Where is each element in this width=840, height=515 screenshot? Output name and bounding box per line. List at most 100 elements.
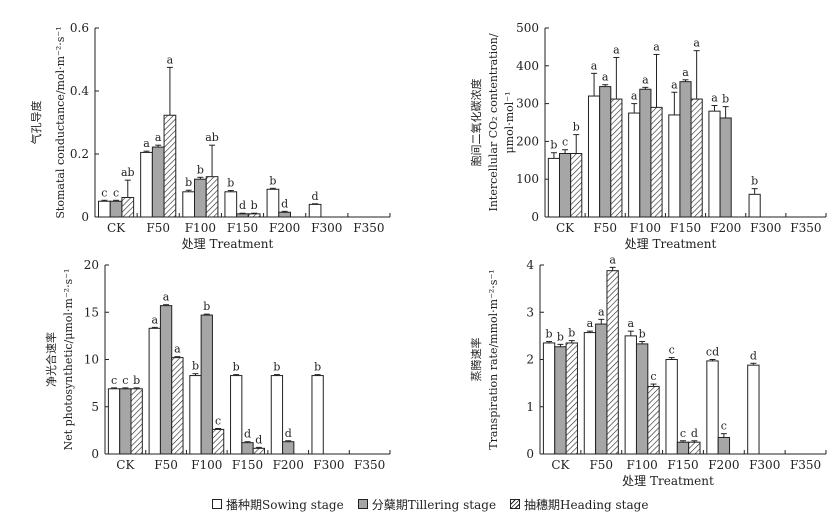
y-tick-label: 4 — [526, 258, 534, 272]
bar-sowing-F150 — [665, 359, 678, 455]
significance-letter: a — [151, 313, 158, 326]
x-axis-label: 处理 Treatment — [622, 474, 714, 488]
x-tick-label: F100 — [185, 221, 216, 235]
significance-letter: a — [587, 317, 594, 330]
y-axis-label-unit: μmol·mol⁻¹ — [503, 91, 516, 153]
significance-letter: c — [111, 374, 117, 387]
bar-tillering-F100 — [194, 178, 207, 218]
significance-letter: a — [174, 343, 181, 356]
legend-swatch-heading — [510, 499, 521, 509]
x-tick-label: F50 — [589, 458, 613, 472]
bar-heading-F100 — [650, 106, 663, 218]
legend-label-sowing: 播种期Sowing stage — [226, 497, 344, 512]
significance-letter: a — [598, 305, 605, 318]
significance-letter: b — [751, 175, 758, 188]
bar-tillering-F50 — [595, 323, 608, 455]
significance-letter: a — [631, 90, 638, 103]
x-tick-label: F100 — [630, 221, 661, 235]
x-tick-label: F350 — [354, 458, 385, 472]
bar-tillering-F50 — [159, 305, 173, 455]
legend-swatch-sowing — [212, 499, 222, 509]
bar-sowing-F50 — [583, 332, 597, 455]
bar-sowing-F300 — [308, 203, 322, 218]
bar-tillering-F150 — [676, 441, 690, 455]
bar-sowing-F150 — [230, 375, 243, 455]
significance-letter: b — [546, 328, 553, 341]
significance-letter: a — [613, 43, 620, 56]
significance-letter: d — [691, 427, 698, 440]
significance-letter: b — [203, 300, 210, 313]
bar-tillering-F200 — [278, 211, 291, 218]
bar-tillering-F50 — [151, 146, 165, 218]
significance-letter: c — [122, 374, 128, 387]
y-axis-label-cn: 气孔导度 — [29, 101, 43, 145]
y-tick-label: 200 — [516, 134, 539, 148]
x-tick-label: F150 — [227, 221, 258, 235]
y-tick-label: 100 — [516, 172, 539, 186]
y-tick-label: 3 — [526, 305, 534, 319]
bar-sowing-F200 — [708, 110, 721, 218]
significance-letter: b — [192, 360, 199, 373]
x-tick-label: F200 — [708, 458, 739, 472]
significance-letter: c — [721, 420, 727, 433]
bar-heading-CK — [121, 196, 135, 218]
significance-letter: a — [628, 317, 635, 330]
significance-letter: c — [101, 186, 107, 199]
x-axis-label: 处理 Treatment — [625, 237, 717, 251]
bar-tillering-F150 — [236, 213, 249, 218]
x-tick-label: F100 — [191, 458, 222, 472]
y-axis-label-en: Stomatal conductance/mol·m⁻²·s⁻¹ — [54, 26, 67, 218]
x-tick-label: F300 — [313, 458, 344, 472]
bar-sowing-CK — [542, 342, 556, 455]
y-axis-label-cn: 净光合速率 — [44, 332, 58, 387]
significance-letter: d — [255, 433, 262, 446]
y-tick-label: 10 — [84, 353, 99, 367]
significance-letter: a — [682, 66, 689, 79]
bar-tillering-F100 — [635, 343, 649, 455]
legend-label-heading: 抽穗期Heading stage — [524, 497, 649, 512]
significance-letter: a — [642, 73, 649, 86]
y-tick-label: 1 — [526, 400, 534, 414]
y-tick-label: 0.4 — [70, 84, 89, 98]
x-tick-label: CK — [116, 458, 135, 472]
x-tick-label: F300 — [750, 221, 781, 235]
x-tick-label: F300 — [311, 221, 342, 235]
x-tick-label: F200 — [273, 458, 304, 472]
bar-sowing-F300 — [748, 193, 761, 218]
y-axis-label-en: Intercellular CO₂ contentration/ — [487, 33, 500, 211]
y-axis-label-en: Transpiration rate/mmol·m⁻²·s⁻¹ — [487, 269, 500, 449]
bar-heading-F150 — [252, 447, 265, 455]
significance-letter: ab — [121, 166, 135, 179]
x-tick-label: F200 — [269, 221, 300, 235]
significance-letter: b — [639, 328, 646, 341]
y-tick-label: 500 — [516, 21, 539, 35]
significance-letter: b — [557, 330, 564, 343]
bar-sowing-F100 — [189, 375, 202, 455]
legend-item-sowing: 播种期Sowing stage — [212, 496, 344, 513]
significance-letter: d — [244, 428, 251, 441]
x-tick-label: F300 — [749, 458, 780, 472]
significance-letter: d — [285, 427, 292, 440]
y-axis-label-cn: 蒸腾速率 — [469, 338, 483, 382]
significance-letter: b — [233, 361, 240, 374]
bar-heading-F150 — [247, 213, 261, 218]
x-tick-label: CK — [556, 221, 575, 235]
significance-letter: b — [269, 174, 276, 187]
significance-letter: b — [185, 176, 192, 189]
significance-letter: b — [722, 93, 729, 106]
bar-heading-F50 — [171, 357, 184, 455]
significance-letter: b — [314, 361, 321, 374]
x-tick-label: F50 — [154, 458, 178, 472]
bar-tillering-F150 — [241, 442, 254, 455]
significance-letter: a — [711, 91, 718, 104]
significance-letter: b — [573, 121, 580, 134]
y-tick-label: 20 — [84, 258, 99, 272]
bar-tillering-CK — [558, 152, 572, 218]
significance-letter: a — [167, 53, 174, 66]
bar-sowing-F50 — [140, 151, 153, 218]
bar-sowing-F200 — [266, 188, 280, 218]
significance-letter: c — [562, 136, 568, 149]
y-axis-label-en: Net photosynthetic/μmol·m⁻²·s⁻¹ — [62, 269, 75, 451]
y-tick-label: 0 — [531, 210, 539, 224]
